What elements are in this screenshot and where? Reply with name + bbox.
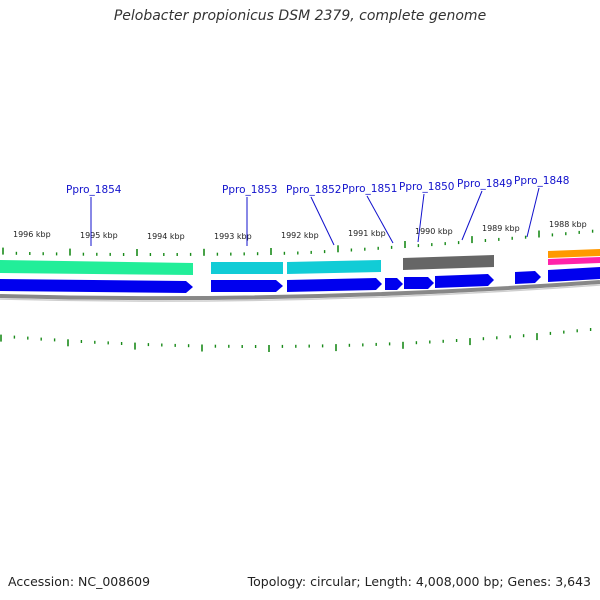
gene-label[interactable]: Ppro_1852: [286, 184, 341, 196]
kbp-label: 1991 kbp: [348, 229, 386, 238]
kbp-label: 1993 kbp: [214, 232, 252, 241]
gene-label[interactable]: Ppro_1854: [66, 184, 122, 196]
cds-arrow: [404, 277, 434, 289]
kbp-label: 1992 kbp: [281, 231, 319, 240]
callout-line: [366, 195, 394, 244]
callout-line: [417, 193, 425, 243]
callout-line: [526, 187, 540, 238]
kbp-label: 1996 kbp: [13, 230, 51, 239]
feature-bar-green: [0, 260, 193, 275]
cds-arrow: [435, 274, 494, 288]
map-title: Pelobacter propionicus DSM 2379, complet…: [113, 8, 487, 24]
feature-track-upper: [0, 249, 600, 275]
outer-tick-track: [2, 229, 594, 256]
feature-bar-cyan: [211, 262, 283, 274]
genome-backbone-shadow: [0, 284, 600, 302]
kbp-label: 1989 kbp: [482, 224, 520, 233]
kbp-label-group: 1996 kbp 1995 kbp 1994 kbp 1993 kbp 1992…: [13, 220, 587, 241]
gene-label[interactable]: Ppro_1850: [399, 181, 454, 193]
cds-arrow: [211, 280, 283, 292]
feature-bar-gray: [403, 255, 494, 270]
accession-label: Accession: NC_008609: [8, 574, 151, 589]
gene-label[interactable]: Ppro_1848: [514, 175, 569, 187]
gene-label[interactable]: Ppro_1851: [342, 183, 397, 195]
feature-bar-orange: [548, 249, 600, 258]
cds-arrow: [385, 278, 403, 290]
kbp-label: 1988 kbp: [549, 220, 587, 229]
feature-bar-pink: [548, 257, 600, 265]
genome-summary: Topology: circular; Length: 4,008,000 bp…: [247, 574, 591, 589]
callout-line: [310, 196, 335, 246]
inner-tick-track: [0, 328, 592, 352]
cds-arrow: [0, 279, 193, 293]
gene-label[interactable]: Ppro_1849: [457, 178, 512, 190]
cds-arrow: [515, 271, 541, 284]
cds-track: [0, 267, 600, 293]
gene-label[interactable]: Ppro_1853: [222, 184, 277, 196]
callout-line: [461, 190, 483, 241]
kbp-label: 1990 kbp: [415, 227, 453, 236]
cds-arrow: [287, 278, 382, 292]
genome-backbone: [0, 280, 600, 301]
kbp-label: 1995 kbp: [80, 231, 118, 240]
kbp-label: 1994 kbp: [147, 232, 185, 241]
gene-callouts: Ppro_1854 Ppro_1853 Ppro_1852 Ppro_1851 …: [66, 175, 569, 246]
cds-arrow: [548, 267, 600, 282]
feature-bar-cyan: [287, 260, 381, 274]
